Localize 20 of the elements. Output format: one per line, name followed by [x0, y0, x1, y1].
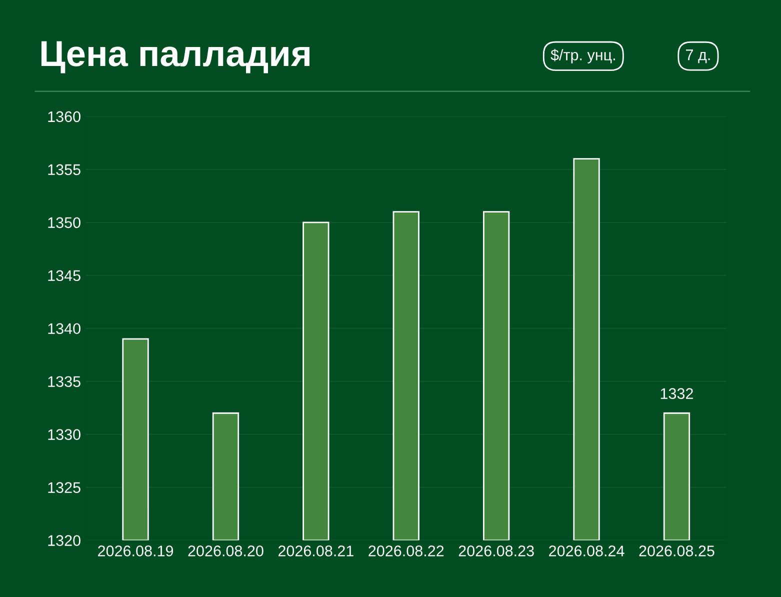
y-tick-label: 1325: [48, 482, 80, 493]
x-tick-label: 2026.08.22: [368, 546, 444, 556]
y-tick-label: 1320: [48, 535, 80, 546]
data-label: 1332: [660, 388, 693, 399]
y-tick-label: 1345: [48, 270, 80, 282]
y-tick-label: 1340: [48, 323, 80, 334]
x-tick-label: 2026.08.19: [98, 546, 174, 556]
y-tick-label: 1355: [48, 164, 80, 176]
x-tick-label: 2026.08.23: [458, 546, 534, 556]
x-tick-label: 2026.08.21: [278, 546, 354, 556]
text: 7 д.: [686, 50, 710, 64]
x-tick-label: 2026.08.20: [188, 546, 264, 556]
x-tick-label: 2026.08.24: [549, 546, 624, 556]
text: $/тр. унц.: [550, 48, 615, 64]
x-tick-label: 2026.08.25: [639, 546, 714, 556]
y-tick-label: 1360: [48, 111, 80, 122]
y-tick-label: 1330: [48, 429, 80, 440]
y-tick-label: 1335: [48, 376, 80, 388]
y-tick-label: 1350: [48, 217, 80, 228]
chart-title: Цена палладия: [41, 41, 310, 74]
